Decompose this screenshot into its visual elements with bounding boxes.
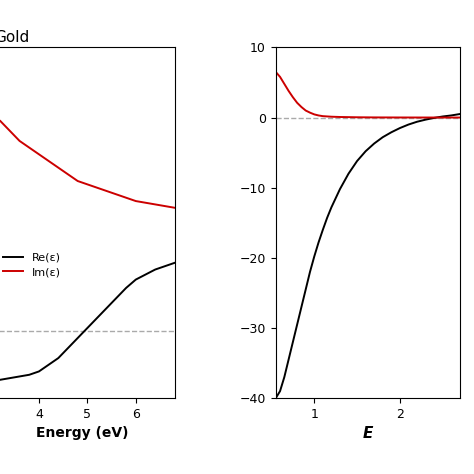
- Re(ε): [55, 355, 61, 361]
- Re(ε): [36, 369, 42, 374]
- Re(ε): [17, 374, 22, 379]
- Re(ε): [7, 375, 13, 381]
- Line: Re(ε): Re(ε): [0, 263, 174, 382]
- Im(ε): [75, 178, 81, 184]
- Legend: Re(ε), Im(ε): Re(ε), Im(ε): [0, 249, 64, 281]
- Im(ε): [162, 203, 168, 209]
- Line: Im(ε): Im(ε): [0, 114, 174, 208]
- Re(ε): [75, 335, 81, 341]
- Re(ε): [123, 285, 129, 291]
- Re(ε): [172, 260, 177, 266]
- Im(ε): [36, 152, 42, 157]
- Im(ε): [133, 198, 139, 204]
- Im(ε): [94, 185, 100, 191]
- Re(ε): [152, 267, 158, 273]
- Re(ε): [162, 264, 168, 269]
- Re(ε): [133, 277, 139, 283]
- X-axis label: E: E: [363, 427, 373, 441]
- Im(ε): [104, 188, 109, 194]
- Re(ε): [104, 305, 109, 311]
- Text: Gold: Gold: [0, 30, 29, 45]
- Im(ε): [114, 191, 119, 197]
- Re(ε): [65, 345, 71, 351]
- Re(ε): [94, 315, 100, 321]
- Im(ε): [172, 205, 177, 210]
- Re(ε): [114, 295, 119, 301]
- Re(ε): [27, 372, 32, 378]
- Re(ε): [143, 272, 148, 277]
- Im(ε): [17, 138, 22, 144]
- Im(ε): [123, 195, 129, 201]
- Im(ε): [84, 182, 90, 187]
- X-axis label: Energy (eV): Energy (eV): [36, 427, 129, 440]
- Im(ε): [55, 165, 61, 171]
- Re(ε): [0, 377, 3, 383]
- Im(ε): [27, 145, 32, 150]
- Im(ε): [143, 200, 148, 206]
- Im(ε): [65, 172, 71, 177]
- Im(ε): [7, 128, 13, 134]
- Im(ε): [46, 158, 52, 164]
- Re(ε): [46, 362, 52, 368]
- Re(ε): [84, 325, 90, 331]
- Im(ε): [152, 201, 158, 207]
- Im(ε): [0, 118, 3, 124]
